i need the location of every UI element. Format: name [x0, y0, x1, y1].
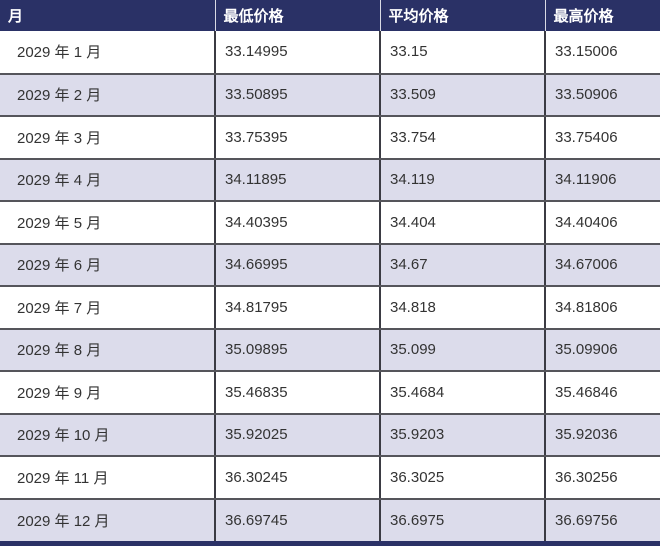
min-price-cell: 34.81795: [215, 286, 381, 330]
table-row: 2029 年 7 月 34.81795 34.818 34.81806: [0, 286, 660, 330]
min-price-cell: 35.09895: [215, 328, 381, 372]
min-price-cell: 34.40395: [215, 201, 381, 245]
min-price-cell: 33.75395: [215, 116, 381, 160]
min-price-cell: 36.30245: [215, 456, 381, 500]
min-price-cell: 36.69745: [215, 498, 381, 541]
month-cell: 2029 年 12 月: [0, 498, 216, 541]
price-table-header: 月 最低价格 平均价格 最高价格: [0, 0, 660, 31]
header-row: 月 最低价格 平均价格 最高价格: [0, 0, 660, 31]
max-price-cell: 33.15006: [545, 31, 660, 75]
min-price-cell: 33.50895: [215, 73, 381, 117]
month-cell: 2029 年 4 月: [0, 158, 216, 202]
month-cell: 2029 年 2 月: [0, 73, 216, 117]
max-price-cell: 34.11906: [545, 158, 660, 202]
price-table-body: 2029 年 1 月 33.14995 33.15 33.15006 2029 年 2 …: [0, 31, 660, 541]
avg-price-cell: 34.818: [380, 286, 546, 330]
avg-price-cell: 33.509: [380, 73, 546, 117]
table-row: 2029 年 5 月 34.40395 34.404 34.40406: [0, 201, 660, 245]
month-cell: 2029 年 10 月: [0, 413, 216, 457]
max-price-cell: 36.30256: [545, 456, 660, 500]
avg-price-cell: 35.099: [380, 328, 546, 372]
table-row: 2029 年 1 月 33.14995 33.15 33.15006: [0, 31, 660, 75]
max-price-cell: 34.67006: [545, 243, 660, 287]
min-price-cell: 34.11895: [215, 158, 381, 202]
max-price-cell: 36.69756: [545, 498, 660, 541]
month-cell: 2029 年 6 月: [0, 243, 216, 287]
bottom-accent-bar: [0, 541, 660, 546]
table-row: 2029 年 10 月 35.92025 35.9203 35.92036: [0, 413, 660, 457]
max-price-cell: 33.75406: [545, 116, 660, 160]
max-price-cell: 35.92036: [545, 413, 660, 457]
min-price-cell: 35.92025: [215, 413, 381, 457]
month-cell: 2029 年 8 月: [0, 328, 216, 372]
month-cell: 2029 年 9 月: [0, 371, 216, 415]
avg-price-cell: 34.119: [380, 158, 546, 202]
month-cell: 2029 年 3 月: [0, 116, 216, 160]
column-header-max-price: 最高价格: [545, 0, 660, 31]
column-header-avg-price: 平均价格: [380, 0, 546, 31]
table-row: 2029 年 6 月 34.66995 34.67 34.67006: [0, 243, 660, 287]
min-price-cell: 35.46835: [215, 371, 381, 415]
table-row: 2029 年 11 月 36.30245 36.3025 36.30256: [0, 456, 660, 500]
table-row: 2029 年 8 月 35.09895 35.099 35.09906: [0, 328, 660, 372]
table-row: 2029 年 4 月 34.11895 34.119 34.11906: [0, 158, 660, 202]
table-row: 2029 年 9 月 35.46835 35.4684 35.46846: [0, 371, 660, 415]
avg-price-cell: 34.67: [380, 243, 546, 287]
avg-price-cell: 33.754: [380, 116, 546, 160]
table-row: 2029 年 3 月 33.75395 33.754 33.75406: [0, 116, 660, 160]
table-row: 2029 年 2 月 33.50895 33.509 33.50906: [0, 73, 660, 117]
max-price-cell: 34.81806: [545, 286, 660, 330]
max-price-cell: 33.50906: [545, 73, 660, 117]
avg-price-cell: 35.4684: [380, 371, 546, 415]
month-cell: 2029 年 5 月: [0, 201, 216, 245]
table-row: 2029 年 12 月 36.69745 36.6975 36.69756: [0, 498, 660, 541]
month-cell: 2029 年 7 月: [0, 286, 216, 330]
avg-price-cell: 33.15: [380, 31, 546, 75]
max-price-cell: 35.09906: [545, 328, 660, 372]
min-price-cell: 34.66995: [215, 243, 381, 287]
column-header-month: 月: [0, 0, 216, 31]
avg-price-cell: 35.9203: [380, 413, 546, 457]
min-price-cell: 33.14995: [215, 31, 381, 75]
avg-price-cell: 36.6975: [380, 498, 546, 541]
month-cell: 2029 年 11 月: [0, 456, 216, 500]
avg-price-cell: 34.404: [380, 201, 546, 245]
max-price-cell: 34.40406: [545, 201, 660, 245]
month-cell: 2029 年 1 月: [0, 31, 216, 75]
max-price-cell: 35.46846: [545, 371, 660, 415]
column-header-min-price: 最低价格: [215, 0, 381, 31]
avg-price-cell: 36.3025: [380, 456, 546, 500]
